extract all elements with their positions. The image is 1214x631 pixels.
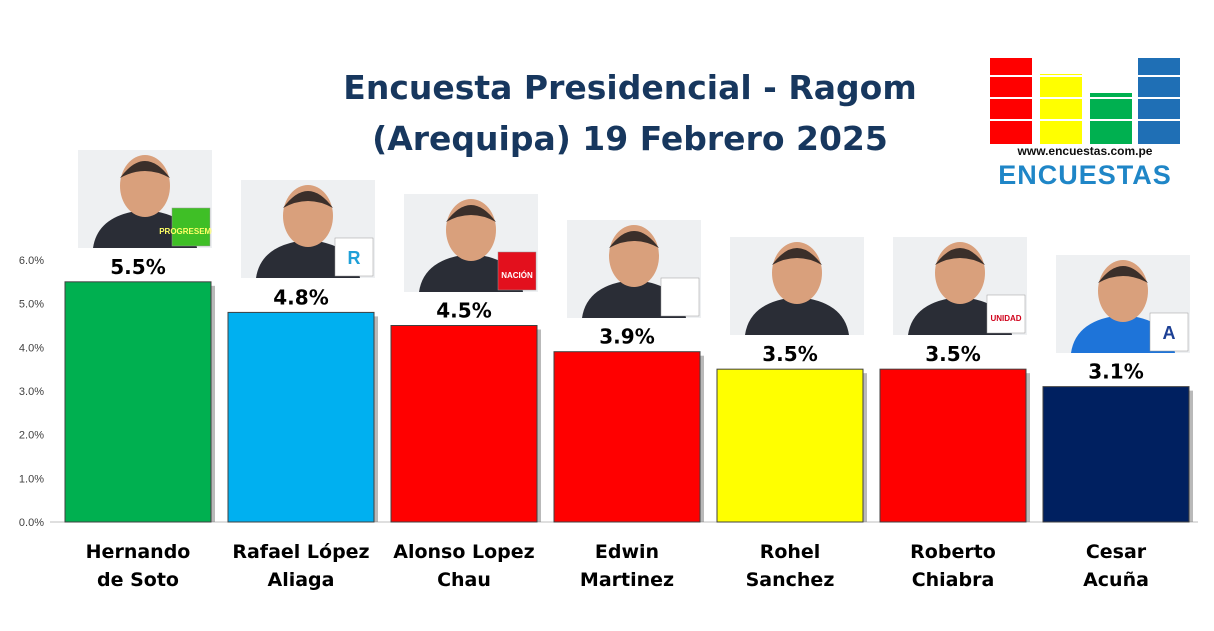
- encuestas-logo: www.encuestas.com.pe ENCUESTAS: [990, 56, 1180, 191]
- shovel-icon: [660, 277, 700, 316]
- chart-title-line-1: Encuesta Presidencial - Ragom: [343, 68, 917, 107]
- bar: [879, 368, 1027, 523]
- candidate-photo: PROGRESEMOS: [78, 149, 212, 248]
- bar: [716, 368, 864, 523]
- svg-text:R: R: [348, 248, 361, 268]
- x-category-label: Roberto Chiabra: [878, 538, 1028, 594]
- x-category-label-line: Edwin: [594, 541, 660, 563]
- x-category-label-line: Alonso Lopez: [393, 541, 535, 563]
- data-label: 3.1%: [1088, 360, 1143, 384]
- bar: [1042, 386, 1190, 523]
- logo-bar-blue: [1138, 58, 1180, 144]
- y-tick-label: 3.0%: [19, 386, 44, 398]
- dog-icon: PROGRESEMOS: [159, 207, 212, 247]
- svg-text:PROGRESEMOS: PROGRESEMOS: [159, 227, 212, 236]
- x-category-label: Alonso Lopez Chau: [389, 538, 539, 594]
- ahora-nacion-icon: NACIÓN: [497, 251, 537, 290]
- candidate-photo: UNIDAD: [893, 237, 1027, 336]
- x-category-label-line: Rafael López: [232, 541, 370, 563]
- y-tick-label: 6.0%: [19, 255, 44, 267]
- y-tick-label: 1.0%: [19, 473, 44, 485]
- y-tick-label: 5.0%: [19, 299, 44, 311]
- x-category-label: Rohel Sanchez: [715, 538, 865, 594]
- data-label: 3.9%: [599, 325, 654, 349]
- x-category-label-line: Aliaga: [267, 569, 335, 591]
- unidad-icon: UNIDAD: [986, 294, 1026, 334]
- chart-title-line-2: (Arequipa) 19 Febrero 2025: [372, 119, 888, 158]
- svg-text:NACIÓN: NACIÓN: [501, 271, 533, 280]
- logo-bar-green: [1090, 93, 1132, 144]
- x-category-label-line: Cesar: [1085, 541, 1147, 563]
- x-category-label-line: Rohel: [759, 541, 821, 563]
- logo-url[interactable]: www.encuestas.com.pe: [1017, 144, 1153, 158]
- logo-bar-red: [990, 58, 1032, 144]
- logo-word: ENCUESTAS: [998, 160, 1172, 190]
- y-tick-label: 2.0%: [19, 430, 44, 442]
- bar: [390, 325, 538, 523]
- x-category-label-line: de Soto: [97, 569, 179, 591]
- svg-text:UNIDAD: UNIDAD: [990, 314, 1021, 323]
- data-label: 4.8%: [273, 285, 328, 309]
- bar: [64, 281, 212, 523]
- x-category-label: Edwin Martinez: [552, 538, 702, 594]
- data-label: 5.5%: [110, 255, 165, 279]
- x-category-label-line: Acuña: [1083, 569, 1149, 591]
- x-category-label-line: Chau: [437, 569, 491, 591]
- x-category-label-line: Martinez: [579, 569, 675, 591]
- candidate-photo: [567, 219, 701, 318]
- x-category-label: Hernando de Soto: [63, 538, 213, 594]
- x-category-label-line: Roberto: [910, 541, 996, 563]
- x-category-label-line: Hernando: [85, 541, 191, 563]
- logo-bars-icon: [990, 58, 1180, 144]
- candidate-photo: R: [241, 180, 375, 279]
- bar: [553, 351, 701, 523]
- bar: [227, 311, 375, 523]
- candidate-photo: A: [1056, 254, 1190, 353]
- y-tick-label: 0.0%: [19, 517, 44, 529]
- chart-title: Encuesta Presidencial - Ragom (Arequipa)…: [330, 62, 930, 164]
- x-category-label: Rafael López Aliaga: [226, 538, 376, 594]
- svg-text:A: A: [1163, 323, 1176, 343]
- x-category-label-line: Chiabra: [911, 569, 995, 591]
- app-icon: A: [1149, 312, 1189, 351]
- x-category-label-line: Sanchez: [745, 569, 835, 591]
- renovacion-icon: R: [334, 238, 374, 277]
- candidate-photo: NACIÓN: [404, 193, 538, 292]
- y-tick-label: 4.0%: [19, 342, 44, 354]
- logo-bar-yellow: [1040, 74, 1082, 144]
- x-category-label: Cesar Acuña: [1041, 538, 1191, 594]
- data-label: 3.5%: [762, 342, 817, 366]
- data-label: 4.5%: [436, 299, 491, 323]
- candidate-photo: [730, 237, 864, 336]
- data-label: 3.5%: [925, 342, 980, 366]
